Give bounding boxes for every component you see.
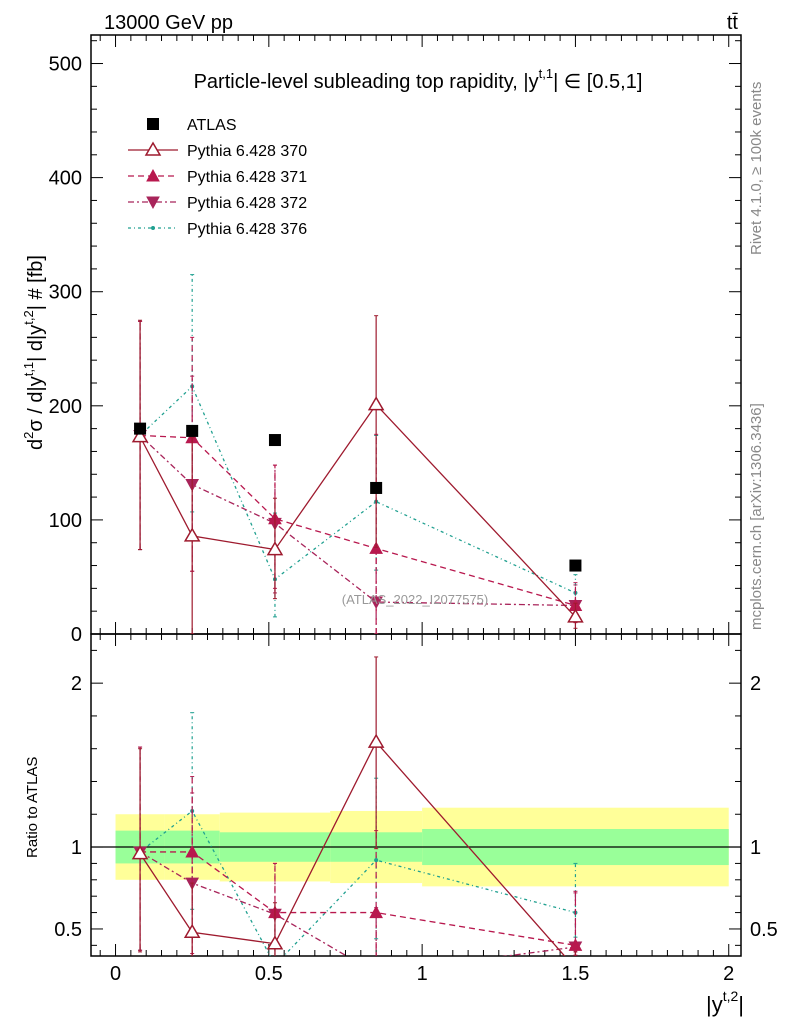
x-tick-label-2: 1 <box>417 963 428 985</box>
series-0-marker-2 <box>266 541 284 556</box>
legend-label-1: Pythia 6.428 370 <box>187 143 307 160</box>
x-tick-label-4: 2 <box>723 963 734 985</box>
ratio-y-axis-label: Ratio to ATLAS <box>24 757 41 858</box>
y-tick-label-1: 100 <box>49 510 82 532</box>
ratio-tick-label-left-1: 1 <box>71 837 82 859</box>
ratio-tick-label-right-2: 2 <box>750 673 761 695</box>
series-2-line <box>139 435 576 607</box>
ratio-tick-label-left-0: 0.5 <box>54 919 82 941</box>
y-tick-label-4: 400 <box>49 168 82 190</box>
y-tick-label-5: 500 <box>49 54 82 76</box>
legend-label-4: Pythia 6.428 376 <box>187 221 307 238</box>
x-axis-label: |yt,2| <box>706 988 744 1017</box>
legend-marker-3 <box>146 196 160 210</box>
ratio-series-0-marker-1 <box>183 923 201 938</box>
series-1-marker-3 <box>369 541 383 554</box>
series-0-marker-3 <box>367 396 385 411</box>
ratio-series-1-marker-4 <box>568 938 583 951</box>
ratio-series-0-marker-0 <box>131 845 149 860</box>
ratio-series-0-marker-2 <box>266 935 284 950</box>
ratio-series-1-marker-3 <box>369 905 383 919</box>
rivet-label: Rivet 4.1.0, ≥ 100k events <box>748 82 765 255</box>
legend-label-0: ATLAS <box>187 117 237 134</box>
legend-label-2: Pythia 6.428 371 <box>187 169 307 186</box>
series-0-marker-4 <box>567 608 584 623</box>
ratio-tick-label-right-0: 0.5 <box>750 919 778 941</box>
series-0-marker-1 <box>183 527 201 542</box>
atlas-point-1 <box>186 424 199 437</box>
main-series <box>131 274 584 634</box>
atlas-point-4 <box>569 559 582 572</box>
legend-marker-4 <box>151 226 155 230</box>
series-3-line <box>139 385 576 594</box>
ratio-tick-label-right-1: 1 <box>750 837 761 859</box>
series-0-line <box>139 403 576 618</box>
legend: ATLAS Pythia 6.428 370 Pythia 6.428 371 Pyt… <box>128 117 307 238</box>
series-1-line <box>140 434 576 607</box>
ratio-tick-label-left-2: 2 <box>71 673 82 695</box>
analysis-watermark: (ATLAS_2022_I2077575) <box>342 592 488 607</box>
ratio-series-0-marker-3 <box>367 733 385 748</box>
axis-ticks: 0 0.5 1 1.5 2 0 100 200 300 400 500 0.5 0.5 1 1 2 2 <box>49 35 778 985</box>
process-label: tt̄ <box>727 12 739 34</box>
atlas-point-2 <box>268 434 281 447</box>
y-tick-label-0: 0 <box>71 624 82 646</box>
x-tick-label-0: 0 <box>110 963 121 985</box>
legend-label-3: Pythia 6.428 372 <box>187 195 307 212</box>
mcplots-label: mcplots.cern.ch [arXiv:1306.3436] <box>748 403 765 630</box>
x-tick-label-3: 1.5 <box>562 963 590 985</box>
series-0-marker-0 <box>131 428 149 443</box>
atlas-point-0 <box>134 422 147 435</box>
legend-atlas-marker <box>147 118 159 130</box>
ratio-series-2-marker-3 <box>370 968 382 979</box>
ratio-plot-frame <box>90 633 742 957</box>
energy-label: 13000 GeV pp <box>104 12 233 34</box>
ratio-series-3-marker-3 <box>374 858 379 863</box>
ratio-series <box>131 656 583 979</box>
ratio-series-1-marker-1 <box>185 844 200 858</box>
chart-title: Particle-level subleading top rapidity, … <box>194 66 643 93</box>
atlas-point-3 <box>370 481 383 494</box>
legend-marker-1 <box>144 141 162 156</box>
y-tick-label-2: 200 <box>49 396 82 418</box>
x-tick-label-1: 0.5 <box>255 963 283 985</box>
y-axis-label: d2σ / d|yt,1| d|yt,2| # [fb] <box>21 255 47 450</box>
y-tick-label-3: 300 <box>49 282 82 304</box>
legend-marker-2 <box>146 168 160 182</box>
